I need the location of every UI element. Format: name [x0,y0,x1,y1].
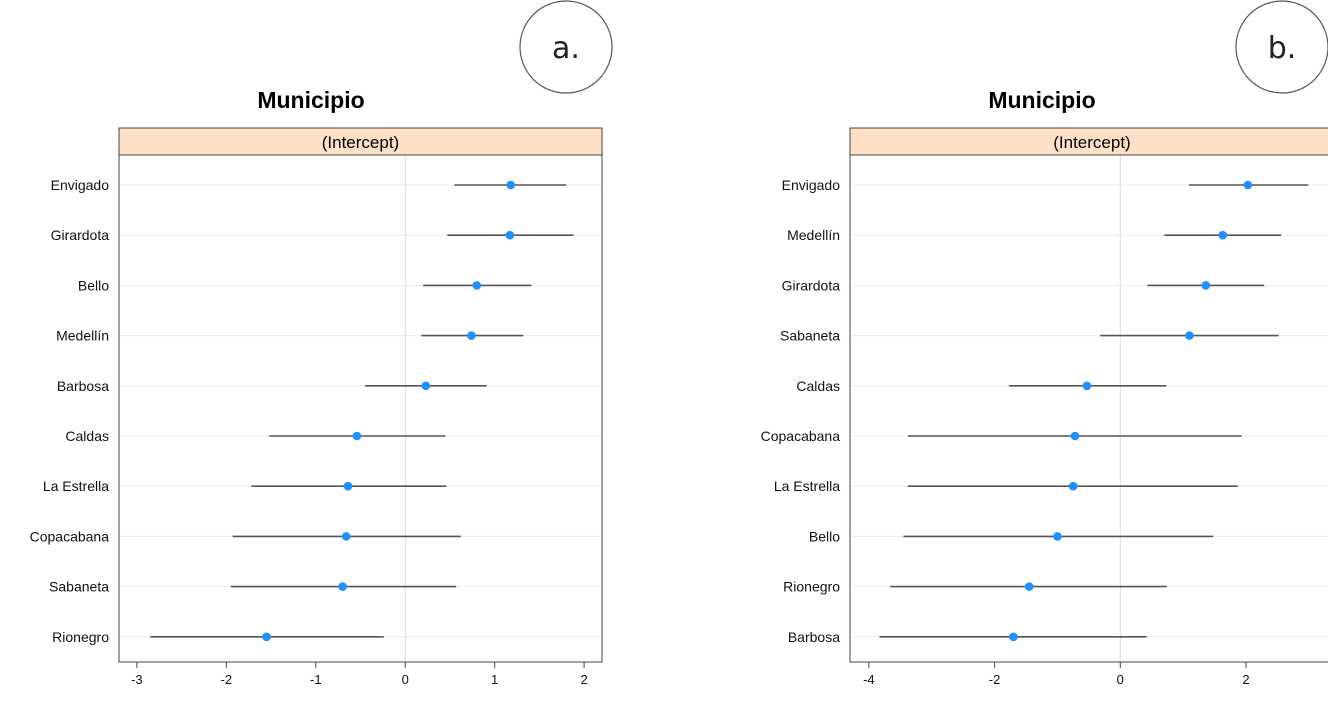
x-tick-label: 2 [1242,672,1249,687]
category-label: Girardota [782,277,841,293]
estimate-point [1024,582,1034,591]
x-tick-label: 1 [491,672,498,687]
panel-label-circle [519,0,613,94]
category-label: La Estrella [774,478,840,494]
chart-panel-a: a. Municipio (Intercept) Envigado Girardota B… [30,0,613,687]
category-label: Sabaneta [780,328,840,344]
estimate-point [1218,230,1228,240]
x-tick-label: -2 [989,672,1001,687]
category-label: La Estrella [43,478,109,494]
category-label: Copacabana [30,528,110,544]
panel-label-circle [1235,0,1328,94]
category-label: Envigado [51,177,110,193]
x-tick-label: -4 [863,672,875,687]
estimate-point [1070,431,1080,441]
strip-header [118,127,603,156]
category-label: Medellín [56,328,109,344]
category-label: Bello [78,277,109,293]
estimate-point [338,582,347,591]
estimate-point [262,632,271,642]
category-label: Caldas [796,378,840,394]
plot-border [849,154,1328,663]
panel-label: b. [1268,31,1297,66]
estimate-point [1185,331,1194,340]
x-tick-label: 0 [1117,672,1124,687]
plot-border [118,154,603,663]
strip-label: (Intercept) [322,133,399,152]
strip-label: (Intercept) [1053,133,1130,152]
panel-label: a. [552,31,580,66]
estimate-point [1009,632,1018,642]
estimate-point [1243,180,1253,190]
chart-panel-b: b. Municipio (Intercept) Envigado Medellín Gi… [761,0,1328,687]
estimate-point [1082,381,1092,391]
x-tick-label: 2 [580,672,587,687]
category-label: Caldas [65,428,109,444]
category-label: Bello [809,528,840,544]
category-label: Barbosa [788,629,840,645]
estimate-point [472,281,482,290]
category-label: Girardota [51,227,110,243]
category-label: Rionegro [783,579,840,595]
estimate-point [505,230,515,240]
estimate-point [1053,532,1062,541]
estimate-point [352,431,362,441]
strip-header [849,127,1328,156]
category-label: Medellín [787,227,840,243]
estimate-point [421,381,431,391]
estimate-point [343,481,353,491]
x-tick-label: -1 [310,672,322,687]
category-label: Rionegro [52,629,109,645]
category-label: Barbosa [57,378,109,394]
chart-title: Municipio [988,87,1095,113]
x-tick-label: -3 [131,672,143,687]
estimate-point [1201,281,1211,290]
chart-title: Municipio [257,87,364,113]
estimate-point [341,532,351,541]
category-label: Sabaneta [49,579,109,595]
estimate-point [1068,481,1078,491]
estimate-point [467,331,476,340]
estimate-point [506,180,516,190]
x-tick-label: -2 [221,672,233,687]
category-label: Copacabana [761,428,841,444]
x-tick-label: 0 [402,672,409,687]
category-label: Envigado [782,177,841,193]
